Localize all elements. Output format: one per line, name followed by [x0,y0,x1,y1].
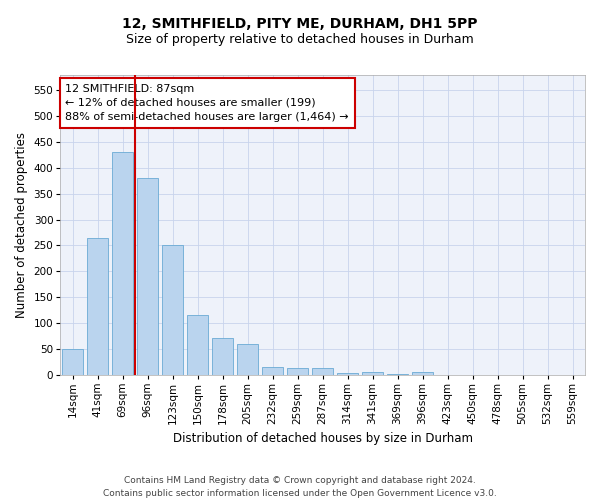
Bar [62,349,83,374]
Text: Size of property relative to detached houses in Durham: Size of property relative to detached ho… [126,32,474,46]
Bar [112,152,133,374]
Text: Contains HM Land Registry data © Crown copyright and database right 2024.
Contai: Contains HM Land Registry data © Crown c… [103,476,497,498]
X-axis label: Distribution of detached houses by size in Durham: Distribution of detached houses by size … [173,432,473,445]
Bar [412,372,433,374]
Bar [137,178,158,374]
Bar [237,344,258,374]
Bar [162,246,184,374]
Bar [87,238,109,374]
Text: 12 SMITHFIELD: 87sqm
← 12% of detached houses are smaller (199)
88% of semi-deta: 12 SMITHFIELD: 87sqm ← 12% of detached h… [65,84,349,122]
Bar [212,338,233,374]
Bar [262,367,283,374]
Bar [187,315,208,374]
Text: 12, SMITHFIELD, PITY ME, DURHAM, DH1 5PP: 12, SMITHFIELD, PITY ME, DURHAM, DH1 5PP [122,18,478,32]
Y-axis label: Number of detached properties: Number of detached properties [15,132,28,318]
Bar [312,368,333,374]
Bar [287,368,308,374]
Bar [362,372,383,374]
Bar [337,372,358,374]
